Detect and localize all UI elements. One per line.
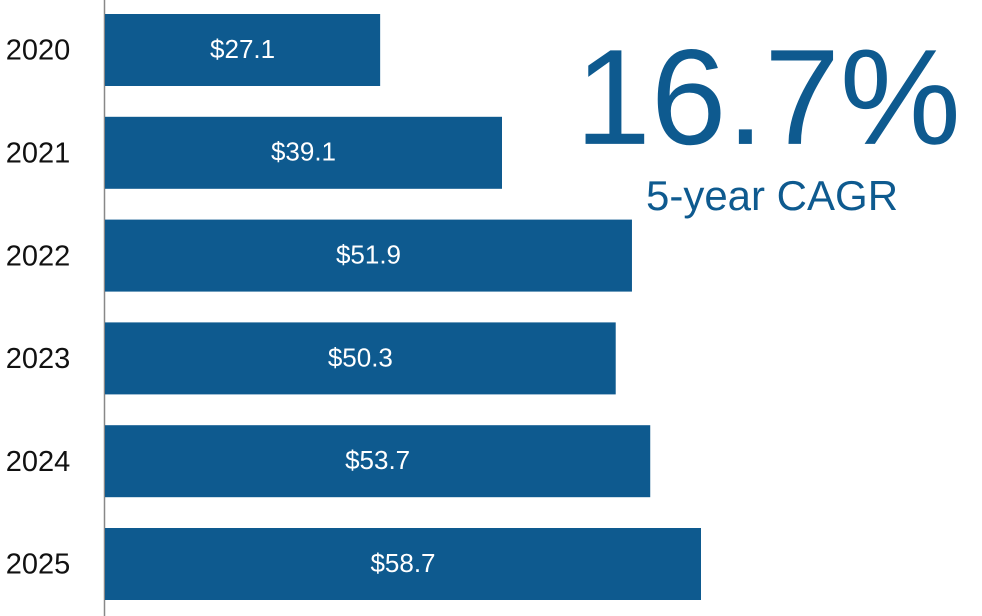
value-label: $50.3 [328, 342, 393, 372]
category-label: 2020 [6, 35, 71, 67]
value-label: $39.1 [271, 137, 336, 167]
bar [105, 14, 381, 86]
value-label: $51.9 [336, 239, 401, 269]
bar [105, 322, 616, 395]
bar [105, 116, 502, 189]
category-label: 2024 [6, 446, 71, 478]
value-label: $53.7 [345, 445, 410, 475]
bar [105, 219, 632, 292]
cagr-label: 5-year CAGR [646, 172, 898, 219]
bar [105, 425, 651, 498]
cagr-value: 16.7% [575, 21, 961, 173]
value-label: $27.1 [210, 34, 275, 64]
value-label: $58.7 [370, 548, 435, 578]
category-label: 2021 [6, 137, 71, 169]
category-label: 2022 [6, 240, 71, 272]
category-label: 2023 [6, 343, 71, 375]
bar [105, 528, 701, 600]
category-label: 2025 [6, 549, 71, 581]
